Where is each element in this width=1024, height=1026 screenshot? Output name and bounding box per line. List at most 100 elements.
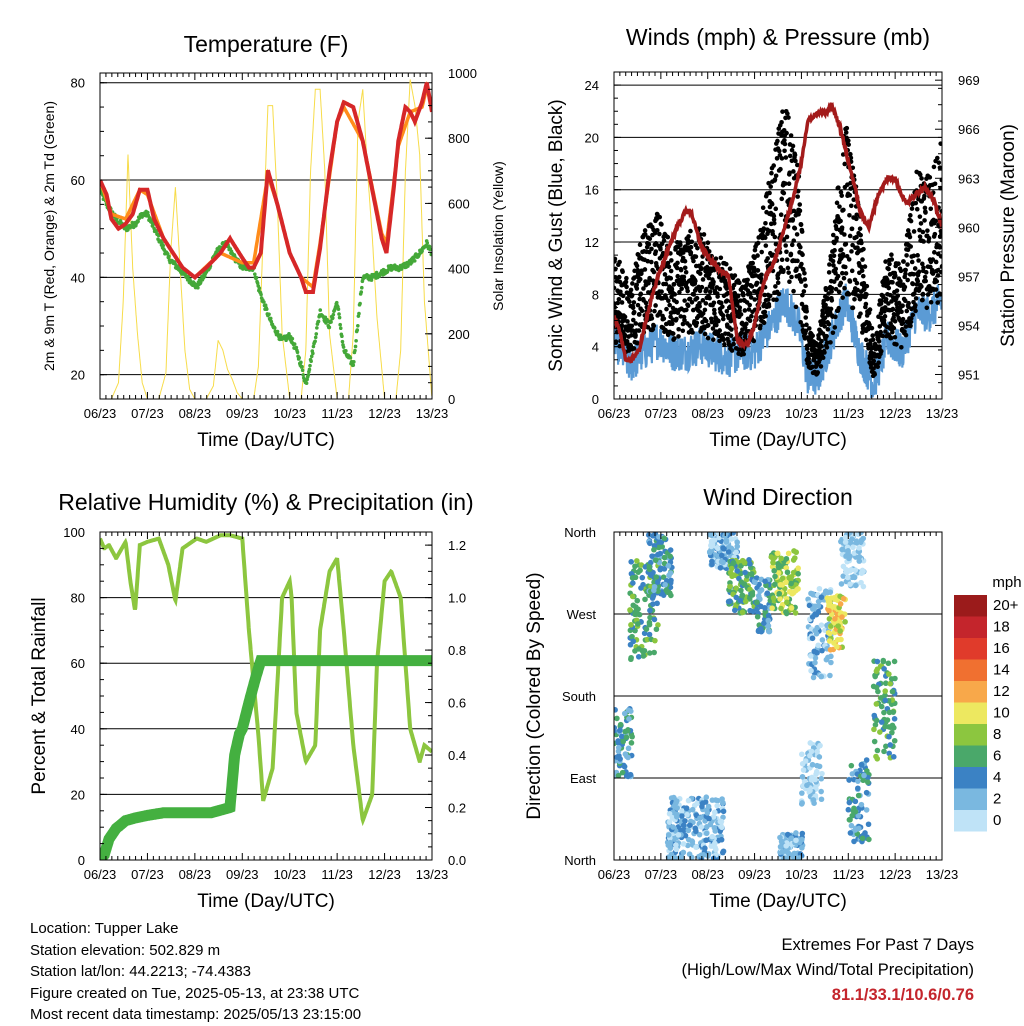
gust-point: [707, 289, 713, 294]
wind-direction-point: [799, 773, 806, 780]
gust-point: [797, 202, 803, 207]
wind-direction-point: [679, 827, 685, 834]
y-tick-label: 40: [71, 722, 85, 737]
gust-point: [635, 340, 640, 346]
wind-direction-point: [816, 585, 823, 592]
gust-point: [878, 348, 884, 354]
gust-point: [784, 234, 790, 240]
wind-direction-point: [765, 628, 772, 635]
gust-point: [835, 273, 841, 279]
gust-point: [841, 275, 847, 281]
gust-point: [890, 329, 895, 335]
dewpoint-point: [427, 244, 432, 249]
gust-point: [789, 242, 795, 248]
wind-direction-point: [684, 842, 691, 849]
gust-point: [822, 350, 827, 355]
gust-point: [833, 270, 838, 276]
wind-direction-point: [858, 801, 865, 808]
gust-point: [851, 197, 857, 203]
gust-point: [693, 254, 699, 259]
wind-direction-point: [776, 590, 783, 597]
gust-point: [710, 326, 716, 331]
x-tick-label: 10/23: [273, 406, 306, 421]
wind-direction-point: [863, 807, 870, 813]
gust-point: [831, 263, 836, 268]
dewpoint-point: [290, 336, 295, 341]
gust-point: [935, 273, 941, 278]
wind-direction-point: [784, 599, 790, 606]
extremes-values: 81.1/33.1/10.6/0.76: [831, 986, 974, 1004]
wind-direction-point: [889, 722, 896, 729]
wind-direction-point: [730, 559, 737, 566]
dewpoint-point: [340, 334, 344, 338]
y-axis-label: 2m & 9m T (Red, Orange) & 2m Td (Green): [41, 101, 57, 371]
wind-direction-point: [703, 824, 710, 830]
legend-label: 18: [993, 619, 1010, 636]
wind-direction-point: [649, 553, 655, 559]
wind-direction-point: [826, 638, 833, 644]
y-tick-label: 60: [71, 656, 85, 671]
gust-point: [738, 312, 744, 317]
gust-point: [754, 280, 760, 286]
wind-direction-point: [717, 565, 724, 571]
extremes-subtitle: (High/Low/Max Wind/Total Precipitation): [681, 961, 974, 979]
gust-point: [915, 278, 921, 284]
wind-direction-point: [852, 567, 859, 573]
wind-direction-point: [866, 836, 872, 843]
gust-point: [902, 329, 907, 334]
wind-direction-point: [689, 806, 696, 813]
wind-direction-point: [818, 622, 825, 628]
gust-point: [905, 228, 911, 233]
gust-point: [703, 318, 709, 324]
gust-point: [838, 218, 843, 224]
wind-direction-point: [849, 812, 856, 819]
wind-direction-point: [638, 585, 644, 591]
gust-point: [689, 239, 695, 245]
gust-point: [628, 287, 634, 293]
gust-point: [838, 280, 844, 286]
wind-direction-point: [731, 607, 738, 614]
wind-direction-point: [809, 761, 816, 768]
wind-direction-point: [614, 724, 618, 731]
gust-point: [800, 323, 806, 328]
wind-direction-point: [731, 572, 737, 579]
wind-direction-point: [874, 747, 881, 754]
y2-tick-label: 600: [448, 196, 470, 211]
wind-direction-point: [655, 622, 661, 628]
gust-point: [637, 242, 643, 248]
gust-point: [935, 267, 941, 273]
gust-point: [699, 260, 705, 266]
wind-direction-point: [846, 777, 852, 783]
wind-direction-point: [634, 558, 640, 564]
gust-point: [617, 259, 622, 265]
x-axis-label: Time (Day/UTC): [197, 430, 335, 451]
wind-direction-point: [788, 605, 795, 611]
gust-point: [912, 266, 918, 271]
gust-point: [911, 271, 916, 277]
dewpoint-point: [314, 332, 319, 336]
gust-point: [702, 331, 708, 337]
legend-label: 2: [993, 791, 1001, 808]
legend-label: 20+: [993, 597, 1019, 614]
gust-point: [914, 206, 920, 212]
gust-point: [748, 295, 754, 300]
dewpoint-point: [353, 344, 358, 349]
wind-direction-point: [786, 588, 793, 595]
gust-point: [848, 203, 854, 209]
wind-direction-point: [675, 832, 682, 838]
wind-direction-point: [765, 612, 772, 619]
gust-point: [772, 177, 778, 182]
gust-point: [676, 326, 681, 332]
gust-point: [688, 250, 694, 255]
wind-direction-point: [627, 708, 634, 715]
gust-point: [863, 301, 869, 307]
gust-point: [718, 300, 724, 306]
wind-direction-point: [733, 549, 739, 556]
dewpoint-point: [309, 354, 314, 359]
gust-point: [842, 285, 847, 291]
gust-point: [659, 289, 664, 294]
dewpoint-point: [299, 360, 303, 365]
gust-point: [911, 253, 917, 259]
dewpoint-point: [311, 351, 315, 356]
gust-point: [723, 261, 729, 267]
